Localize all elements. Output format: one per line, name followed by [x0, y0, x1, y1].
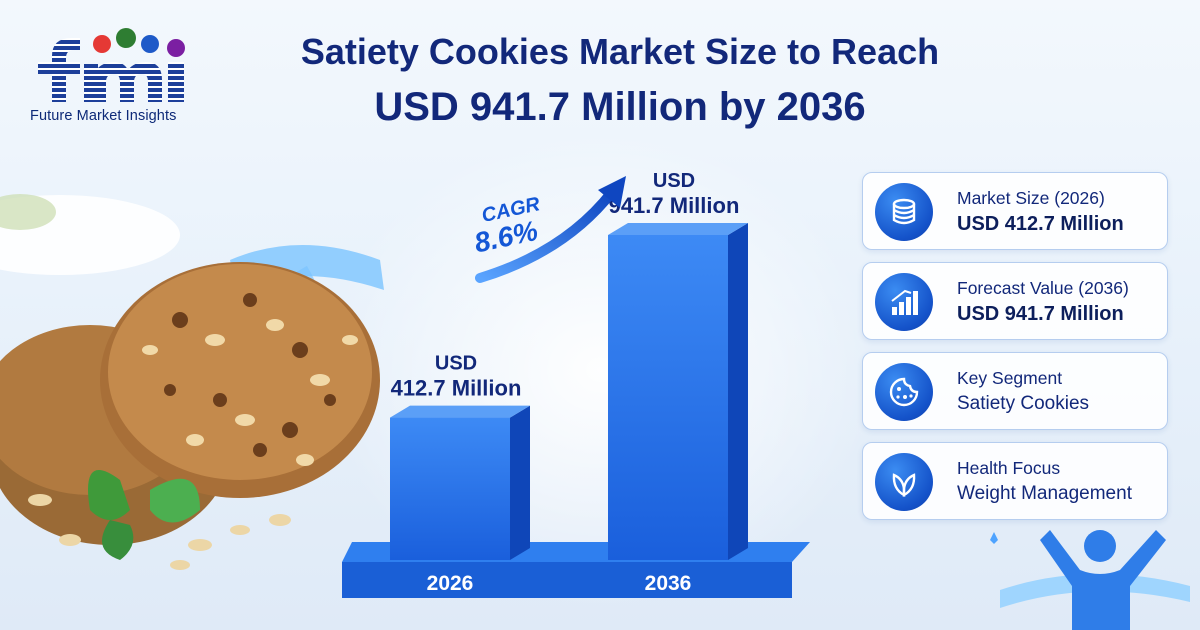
headline-line-2: USD 941.7 Million by 2036 — [374, 85, 866, 129]
card-value: USD 941.7 Million — [957, 303, 1124, 325]
healthy-person-figure — [990, 530, 1190, 630]
fmi-logo: Future Market Insights — [30, 22, 200, 132]
cagr-value: 8.6% — [472, 215, 541, 259]
bar-side — [510, 405, 530, 560]
card-value: Satiety Cookies — [957, 393, 1090, 414]
category-label: 2036 — [645, 572, 692, 595]
bar-side — [728, 223, 748, 560]
card-label: Health Focus — [957, 458, 1061, 478]
mint-leaf — [88, 470, 130, 520]
card-value: Weight Management — [957, 483, 1132, 504]
chart-base — [342, 562, 792, 598]
bar-top — [390, 405, 530, 418]
fmi-logo-mark — [38, 28, 185, 102]
card-health-focus: Health Focus Weight Management — [862, 442, 1168, 520]
headline-line-1: Satiety Cookies Market Size to Reach — [300, 31, 940, 72]
card-label: Forecast Value (2036) — [957, 278, 1129, 298]
card-label: Key Segment — [957, 368, 1063, 388]
value-label-prefix: USD — [653, 170, 695, 192]
coins-icon — [875, 183, 933, 241]
card-forecast-value: Forecast Value (2036) USD 941.7 Million — [862, 262, 1168, 340]
cookie-illustration — [0, 194, 384, 570]
leaf-icon — [875, 453, 933, 511]
headline: Satiety Cookies Market Size to Reach USD… — [200, 30, 1040, 132]
growth-arrow — [475, 187, 617, 283]
value-label: 941.7 Million — [609, 193, 740, 218]
growth-arrowhead — [598, 176, 626, 208]
card-label: Market Size (2026) — [957, 188, 1105, 208]
bar-2036 — [608, 235, 728, 560]
bar-2026 — [390, 417, 510, 560]
card-key-segment: Key Segment Satiety Cookies — [862, 352, 1168, 430]
bar-top — [608, 223, 748, 235]
brand-name: Future Market Insights — [30, 108, 177, 124]
key-stats-panel: Market Size (2026) USD 412.7 Million For… — [862, 172, 1168, 532]
value-label: 412.7 Million — [391, 376, 522, 401]
card-value: USD 412.7 Million — [957, 213, 1124, 235]
category-label: 2026 — [427, 572, 474, 595]
card-market-size: Market Size (2026) USD 412.7 Million — [862, 172, 1168, 250]
cookie-icon — [875, 363, 933, 421]
value-label-prefix: USD — [435, 353, 477, 375]
bar-growth-icon — [875, 273, 933, 331]
